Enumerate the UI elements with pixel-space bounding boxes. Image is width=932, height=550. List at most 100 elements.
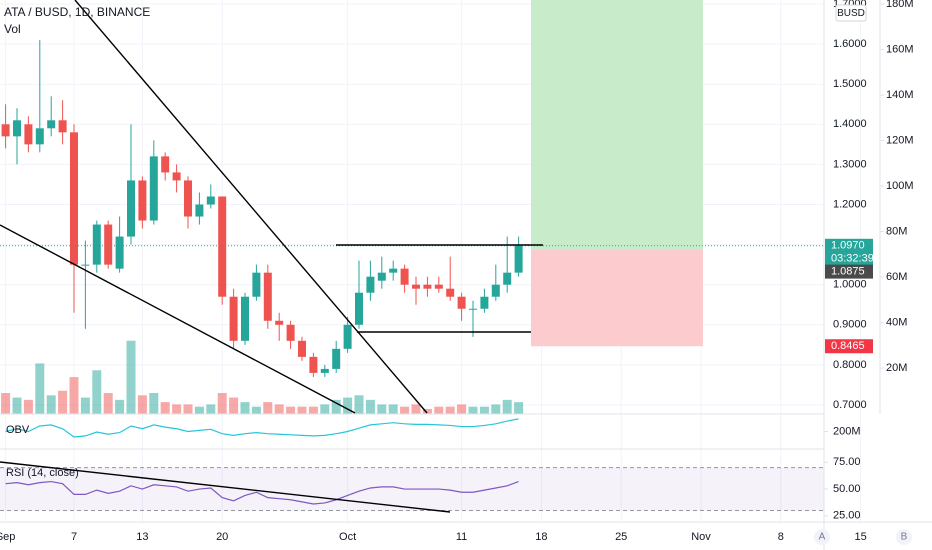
candle-body: [241, 296, 249, 341]
y-tick-label: 80M: [886, 225, 907, 237]
candle-body: [104, 224, 113, 265]
volume-bar: [331, 399, 341, 414]
x-tick-label: 15: [854, 531, 866, 543]
candle-body: [503, 272, 512, 285]
symbol-title: ATA / BUSD, 1D, BINANCE: [4, 5, 150, 19]
price-tag: [825, 339, 873, 354]
candle-body: [457, 296, 466, 309]
x-tick-label: Oct: [339, 531, 356, 543]
y-tick-label: 0.7000: [833, 399, 867, 411]
price-tag-label: 0.8465: [831, 340, 865, 352]
candle-body: [229, 296, 238, 341]
volume-bar: [1, 393, 11, 414]
candle-body: [320, 368, 329, 373]
candle-body: [423, 284, 432, 289]
volume-bar: [445, 406, 455, 414]
volume-bar: [80, 397, 90, 414]
long-target-zone: [531, 0, 703, 250]
candle-body: [161, 156, 170, 173]
volume-bar: [12, 397, 22, 414]
volume-bar: [479, 406, 489, 414]
y-tick-label: 75.00: [833, 456, 861, 468]
volume-bar: [46, 395, 56, 414]
volume-bar: [320, 404, 330, 414]
y-tick-label: 0.9000: [833, 319, 867, 331]
candle-body: [1, 124, 10, 137]
indicator-line: [5, 480, 519, 505]
x-tick-label: 20: [216, 531, 228, 543]
candle-body: [309, 356, 318, 373]
candle-body: [47, 120, 56, 129]
volume-bar: [286, 406, 296, 414]
labels: Sep 7 13 20 Oct 11 18 25 Nov 8 15 0.7000 0.8000 0.900…: [0, 0, 914, 543]
candle-body: [377, 272, 386, 281]
candle-body: [480, 296, 489, 309]
candle-body: [446, 288, 455, 297]
volume-bar: [58, 390, 68, 414]
candle-body: [127, 180, 135, 237]
price-tag-label: 1.0970: [831, 240, 865, 252]
candle-body: [469, 308, 477, 310]
candle-body: [81, 264, 90, 266]
unit-box: [835, 4, 867, 22]
button-label[interactable]: A: [819, 532, 826, 543]
volume-bar: [422, 408, 432, 414]
button[interactable]: [896, 529, 912, 545]
x-tick-label: 25: [615, 531, 627, 543]
button-label[interactable]: B: [901, 532, 908, 543]
unit-label: BUSD: [837, 8, 865, 19]
candle-body: [434, 284, 443, 289]
candle-body: [332, 348, 341, 369]
trendline: [74, 0, 428, 414]
trendline: [0, 224, 356, 414]
volume-bar: [35, 363, 45, 414]
candle-body: [286, 324, 295, 341]
y-tick-label: 60M: [886, 271, 907, 283]
candle-body: [70, 132, 78, 265]
volume-bar: [115, 399, 125, 414]
volume-title: Vol: [4, 22, 21, 36]
button[interactable]: [814, 529, 830, 545]
candle-body: [24, 124, 33, 145]
volume-bar: [126, 340, 136, 414]
volume-bar: [491, 404, 501, 414]
y-tick-label: 0.8000: [833, 359, 867, 371]
candle-body: [195, 204, 204, 217]
y-tick-label: 1.5000: [833, 78, 867, 90]
volume-bar: [137, 395, 147, 414]
candle-body: [400, 268, 409, 285]
candle-body: [206, 196, 215, 205]
y-tick-label: 1.2000: [833, 198, 867, 210]
candle-body: [115, 236, 124, 269]
candle-body: [138, 180, 147, 221]
volume-bar: [217, 393, 227, 414]
x-tick-label: 18: [535, 531, 547, 543]
price-tag: [825, 264, 873, 279]
candle-body: [149, 156, 158, 221]
candle-body: [35, 128, 44, 145]
indicator-line: [5, 418, 519, 438]
volume-bar: [457, 404, 467, 414]
candle-body: [13, 120, 21, 137]
y-tick-label: 50.00: [833, 483, 861, 495]
volume-bar: [69, 377, 79, 414]
volume-bar: [308, 406, 318, 414]
volume-bar: [468, 406, 478, 414]
candle-body: [252, 272, 261, 297]
candle-body: [58, 120, 67, 133]
volume-bar: [297, 406, 307, 414]
y-tick-label: 1.4000: [833, 118, 867, 130]
volume-bar: [400, 406, 410, 414]
volume-bar: [194, 406, 204, 414]
x-tick-label: 11: [456, 531, 467, 543]
candle-body: [92, 224, 101, 265]
long-stop-zone: [531, 249, 703, 347]
x-tick-label: Nov: [691, 531, 711, 543]
y-tick-label: 180M: [886, 0, 914, 10]
volume-bar: [388, 404, 398, 414]
x-tick-label: 7: [71, 531, 77, 543]
volume-bar: [411, 404, 421, 414]
y-tick-label: 25.00: [833, 510, 861, 522]
marks: [0, 40, 824, 505]
